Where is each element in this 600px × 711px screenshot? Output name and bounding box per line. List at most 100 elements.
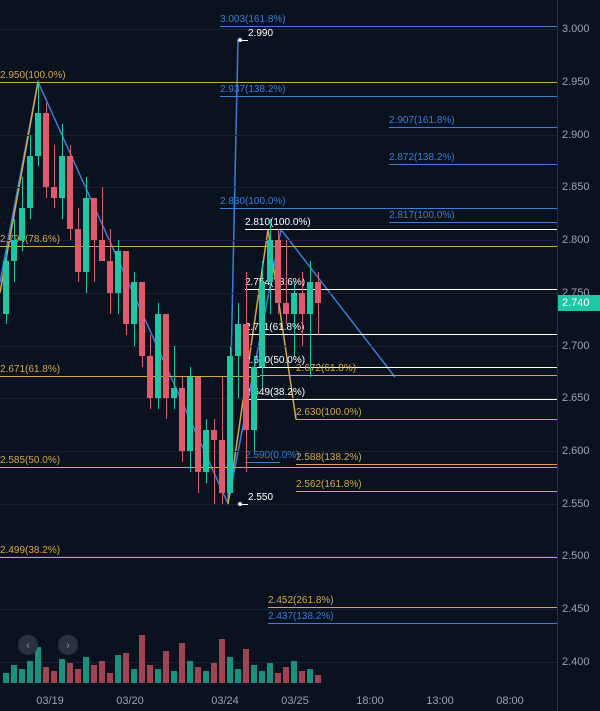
x-tick: 13:00 [426, 695, 454, 707]
fib-label: 2.817(100.0%) [389, 210, 455, 222]
fib-label: 2.830(100.0%) [220, 196, 286, 208]
fib-line [389, 222, 557, 223]
candle-body [27, 156, 33, 209]
volume-bar [115, 655, 121, 683]
volume-bar [291, 661, 297, 683]
volume-bar [67, 663, 73, 683]
x-tick: 18:00 [356, 695, 384, 707]
candle-body [251, 367, 257, 430]
candle-wick [174, 346, 175, 409]
fib-label: 2.499(38.2%) [0, 545, 60, 557]
fib-line [245, 229, 557, 230]
volume-bar [11, 665, 17, 683]
fib-label: 2.990 [248, 28, 273, 40]
fib-line [389, 127, 557, 128]
x-tick: 03/20 [116, 695, 144, 707]
fib-label: 2.872(138.2%) [389, 152, 455, 164]
candle-wick [310, 261, 311, 377]
candle-body [51, 187, 57, 198]
volume-bar [283, 667, 289, 683]
y-tick: 2.950 [562, 76, 590, 88]
fib-line [296, 419, 557, 420]
volume-bar [3, 673, 9, 683]
candle-body [3, 261, 9, 314]
volume-bar [235, 669, 241, 683]
volume-bar [163, 651, 169, 683]
nav-next-button[interactable]: › [58, 635, 78, 655]
candle-body [219, 440, 225, 493]
candle-body [179, 388, 185, 451]
candle-body [107, 261, 113, 293]
volume-bar [131, 669, 137, 683]
y-tick: 2.700 [562, 340, 590, 352]
candle-body [315, 282, 321, 303]
candle-body [163, 314, 169, 398]
candle-body [131, 282, 137, 324]
fib-line [220, 96, 557, 97]
nav-prev-button[interactable]: ‹ [18, 635, 38, 655]
chart-plot-area[interactable]: 03/1903/2003/2403/2518:0013:0008:003.003… [0, 0, 557, 711]
gridline [0, 135, 557, 136]
x-tick: 03/25 [281, 695, 309, 707]
x-tick: 08:00 [496, 695, 524, 707]
volume-bar [59, 659, 65, 683]
fib-line [245, 334, 557, 335]
candle-body [147, 356, 153, 398]
y-tick: 2.850 [562, 181, 590, 193]
volume-bar [243, 649, 249, 683]
volume-bar [259, 671, 265, 683]
fib-label: 3.003(161.8%) [220, 14, 286, 26]
volume-bar [307, 669, 313, 683]
x-tick: 03/19 [36, 695, 64, 707]
candle-body [275, 240, 281, 303]
candle-body [259, 282, 265, 366]
candle-wick [54, 145, 55, 208]
fib-label: 2.437(138.2%) [268, 611, 334, 623]
volume-bar [91, 665, 97, 683]
volume-bar [275, 673, 281, 683]
candle-body [11, 240, 17, 261]
candle-body [299, 293, 305, 314]
fib-label: 2.937(138.2%) [220, 84, 286, 96]
fib-line [260, 375, 557, 376]
y-tick: 2.500 [562, 550, 590, 562]
volume-bar [179, 643, 185, 683]
candle-body [75, 229, 81, 271]
fib-label: 2.590(0.0%) [245, 450, 299, 462]
candle-body [123, 251, 129, 325]
candle-body [195, 377, 201, 472]
volume-bar [171, 671, 177, 683]
candle-body [155, 314, 161, 398]
candle-body [243, 324, 249, 429]
volume-bar [251, 665, 257, 683]
candle-body [139, 282, 145, 356]
candle-body [67, 156, 73, 230]
volume-bar [211, 663, 217, 683]
volume-bar [267, 663, 273, 683]
y-tick: 2.450 [562, 603, 590, 615]
volume-bar [83, 657, 89, 683]
fib-line [245, 462, 280, 463]
fib-line [245, 399, 557, 400]
candle-body [35, 113, 41, 155]
fib-label: 2.588(138.2%) [296, 452, 362, 464]
fib-line [245, 367, 557, 368]
y-tick: 2.800 [562, 234, 590, 246]
fib-label: 2.950(100.0%) [0, 70, 66, 82]
fib-line [268, 607, 557, 608]
fib-line [296, 491, 557, 492]
fib-label: 2.810(100.0%) [245, 217, 311, 229]
volume-bar [51, 671, 57, 683]
candle-body [203, 430, 209, 472]
candle-body [291, 293, 297, 314]
volume-bar [195, 667, 201, 683]
volume-bar [27, 661, 33, 683]
fib-line [0, 376, 260, 377]
volume-bar [227, 657, 233, 683]
volume-bar [35, 647, 41, 683]
y-tick: 2.550 [562, 498, 590, 510]
price-dot [238, 38, 242, 42]
y-tick: 2.900 [562, 129, 590, 141]
candle-wick [318, 272, 319, 335]
fib-line [389, 164, 557, 165]
